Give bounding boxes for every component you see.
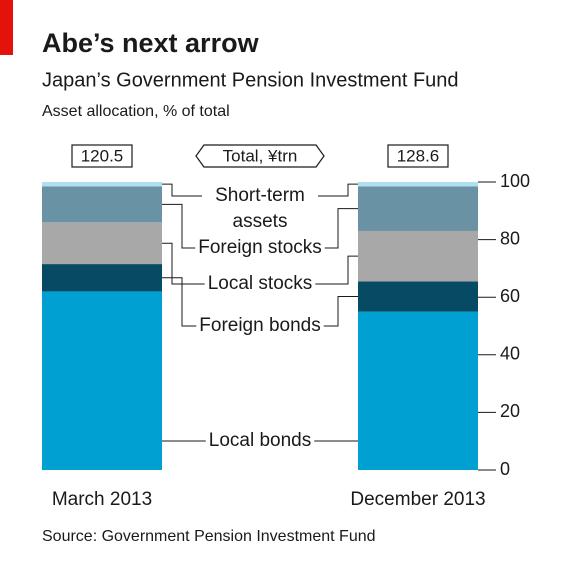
legend-text: Local stocks	[207, 273, 313, 294]
bar-segment	[42, 264, 162, 292]
bar-segment	[42, 291, 162, 470]
y-tick-label: 40	[500, 344, 520, 364]
chart-subtitle: Japan’s Government Pension Investment Fu…	[42, 69, 459, 91]
total-label: 120.5	[81, 146, 124, 165]
connector	[324, 208, 358, 249]
totals-label-box	[195, 144, 325, 168]
legend-text: Foreign stocks	[198, 237, 322, 258]
legend-label: Local stocks	[195, 271, 325, 297]
source: Source: Government Pension Investment Fu…	[42, 528, 376, 545]
y-tick-label: 80	[500, 228, 520, 248]
connector	[315, 255, 358, 285]
bar-segment	[42, 186, 162, 223]
red-tab	[0, 0, 13, 55]
legend-label: Foreign bonds	[195, 313, 325, 339]
connector	[323, 295, 358, 327]
bar-segment	[358, 230, 478, 282]
connector	[162, 203, 196, 249]
y-tick-label: 60	[500, 286, 520, 306]
y-tick-label: 0	[500, 459, 510, 479]
connector	[162, 242, 205, 285]
total-label: 128.6	[397, 146, 440, 165]
legend-text: Local bonds	[208, 430, 312, 451]
connector	[162, 183, 202, 197]
legend-text: Foreign bonds	[199, 315, 321, 336]
bar-segment	[358, 186, 478, 231]
bar-segment	[358, 182, 478, 187]
legend-text: Short-term assets	[215, 185, 305, 232]
bar-segment	[42, 182, 162, 187]
connector	[162, 277, 197, 327]
totals-label: Total, ¥trn	[223, 146, 298, 165]
legend-label: Local bonds	[195, 428, 325, 454]
total-box	[387, 144, 449, 168]
bar-segment	[42, 222, 162, 265]
y-tick-label: 100	[500, 171, 530, 191]
x-tick-label: March 2013	[52, 489, 152, 510]
bar-segment	[358, 311, 478, 470]
total-box	[71, 144, 133, 168]
connector	[318, 183, 358, 197]
legend-label: Foreign stocks	[195, 235, 325, 261]
bar-segment	[358, 281, 478, 312]
x-tick-label: December 2013	[350, 489, 485, 510]
y-tick-label: 20	[500, 401, 520, 421]
y-axis-label: Asset allocation, % of total	[42, 103, 230, 120]
legend-label: Short-term assets	[205, 183, 315, 235]
chart-title: Abe’s next arrow	[42, 28, 260, 58]
